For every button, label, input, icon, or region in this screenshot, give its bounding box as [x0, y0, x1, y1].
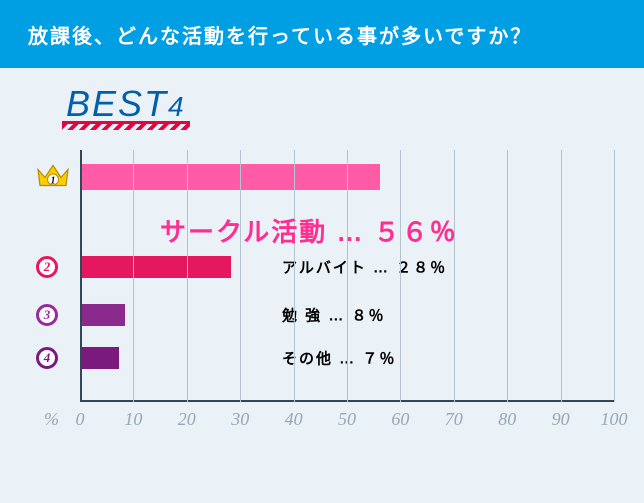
chart-area: BEST4 % 12アルバイト … ２８％3勉 強 … ８％4その他 … ７％ … [30, 92, 614, 442]
chart-plot: % 12アルバイト … ２８％3勉 強 … ８％4その他 … ７％ 010203… [80, 150, 614, 402]
percent-symbol: % [44, 409, 59, 430]
rank-circle-icon: 3 [36, 304, 58, 326]
bar [82, 304, 125, 326]
grid-line [454, 150, 455, 402]
question-title: 放課後、どんな活動を行っている事が多いですか？ [28, 20, 532, 49]
x-tick-label: 30 [231, 409, 249, 430]
x-tick-label: 60 [391, 409, 409, 430]
x-tick-label: 40 [285, 409, 303, 430]
best4-label: BEST4 [66, 86, 186, 122]
x-tick-label: 10 [124, 409, 142, 430]
result-sub: その他 … ７％ [282, 348, 396, 369]
x-tick-label: 100 [601, 409, 628, 430]
x-tick-label: 80 [498, 409, 516, 430]
bar [82, 256, 231, 278]
grid-line [133, 150, 134, 402]
bar-row: 1 [82, 164, 614, 190]
crown-icon: 1 [36, 160, 70, 195]
grid-line [507, 150, 508, 402]
grid-line [187, 150, 188, 402]
y-axis-line [80, 150, 82, 402]
bar-row: 2アルバイト … ２８％ [82, 256, 614, 278]
rank-circle-icon: 2 [36, 256, 58, 278]
x-tick-label: 70 [445, 409, 463, 430]
result-sub: 勉 強 … ８％ [282, 304, 386, 325]
bar-row: 4その他 … ７％ [82, 347, 614, 369]
best4-num: 4 [168, 91, 186, 122]
bars-container: 1 2アルバイト … ２８％ 3勉 強 … ８％ 4その他 … ７％ [82, 164, 614, 382]
result-main: サークル活動 … ５６％ [160, 212, 458, 249]
grid-line [347, 150, 348, 402]
grid-line [294, 150, 295, 402]
grid-line [240, 150, 241, 402]
bar [82, 164, 380, 190]
grid-line [561, 150, 562, 402]
best4-text: BEST [66, 83, 168, 124]
question-header: 放課後、どんな活動を行っている事が多いですか？ [0, 0, 644, 68]
x-tick-label: 90 [552, 409, 570, 430]
bar-row: 3勉 強 … ８％ [82, 304, 614, 326]
x-tick-label: 0 [76, 409, 85, 430]
x-tick-label: 20 [178, 409, 196, 430]
grid-line [614, 150, 615, 402]
x-tick-label: 50 [338, 409, 356, 430]
rank-circle-icon: 4 [36, 347, 58, 369]
svg-text:1: 1 [51, 176, 56, 187]
grid-line [400, 150, 401, 402]
result-sub: アルバイト … ２８％ [282, 256, 447, 277]
bar [82, 347, 119, 369]
